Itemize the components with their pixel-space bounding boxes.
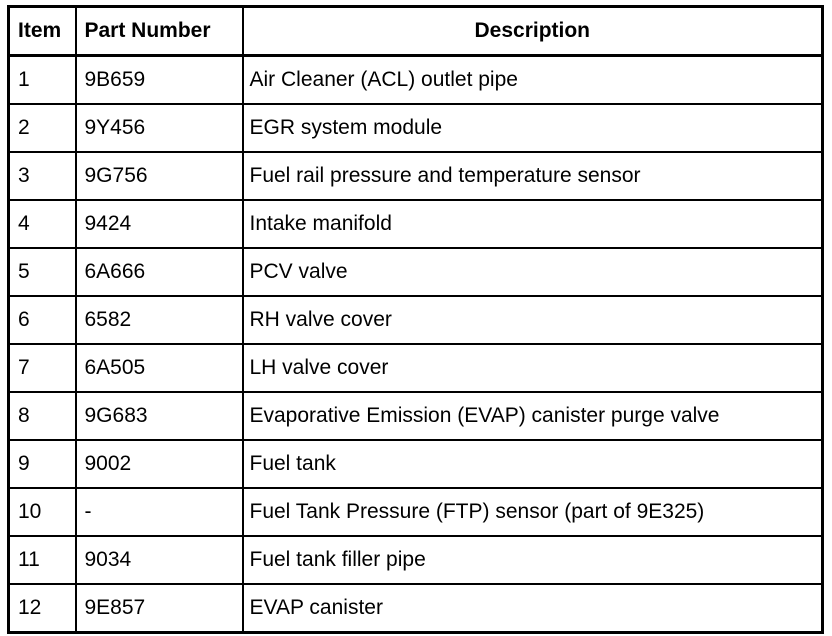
cell-description: Fuel Tank Pressure (FTP) sensor (part of… — [241, 487, 824, 537]
cell-part-number: 9424 — [74, 199, 244, 249]
table-row: 3 9G756 Fuel rail pressure and temperature… — [7, 151, 824, 201]
table-row: 12 9E857 EVAP canister — [7, 583, 824, 634]
cell-part-number: 6A505 — [74, 343, 244, 393]
cell-part-number: 9Y456 — [74, 103, 244, 153]
header-part-number: Part Number — [74, 5, 244, 57]
cell-item: 2 — [7, 103, 77, 153]
cell-description: LH valve cover — [241, 343, 824, 393]
table-row: 2 9Y456 EGR system module — [7, 103, 824, 153]
cell-item: 9 — [7, 439, 77, 489]
cell-description: Fuel tank filler pipe — [241, 535, 824, 585]
cell-part-number: - — [74, 487, 244, 537]
table-row: 9 9002 Fuel tank — [7, 439, 824, 489]
cell-item: 11 — [7, 535, 77, 585]
table-row: 6 6582 RH valve cover — [7, 295, 824, 345]
cell-item: 8 — [7, 391, 77, 441]
table-row: 11 9034 Fuel tank filler pipe — [7, 535, 824, 585]
cell-item: 4 — [7, 199, 77, 249]
header-row: Item Part Number Description — [7, 5, 824, 57]
cell-part-number: 9002 — [74, 439, 244, 489]
cell-description: Evaporative Emission (EVAP) canister pur… — [241, 391, 824, 441]
cell-description: EVAP canister — [241, 583, 824, 634]
table-row: 1 9B659 Air Cleaner (ACL) outlet pipe — [7, 54, 824, 105]
cell-item: 5 — [7, 247, 77, 297]
cell-part-number: 9G756 — [74, 151, 244, 201]
cell-part-number: 6582 — [74, 295, 244, 345]
table-row: 5 6A666 PCV valve — [7, 247, 824, 297]
cell-part-number: 9E857 — [74, 583, 244, 634]
cell-description: Fuel tank — [241, 439, 824, 489]
cell-item: 1 — [7, 54, 77, 105]
cell-part-number: 9034 — [74, 535, 244, 585]
cell-item: 3 — [7, 151, 77, 201]
cell-part-number: 9B659 — [74, 54, 244, 105]
cell-description: Intake manifold — [241, 199, 824, 249]
cell-description: PCV valve — [241, 247, 824, 297]
cell-item: 7 — [7, 343, 77, 393]
table-row: 7 6A505 LH valve cover — [7, 343, 824, 393]
cell-description: EGR system module — [241, 103, 824, 153]
header-description: Description — [241, 5, 824, 57]
cell-part-number: 6A666 — [74, 247, 244, 297]
cell-part-number: 9G683 — [74, 391, 244, 441]
cell-item: 6 — [7, 295, 77, 345]
parts-table: Item Part Number Description 1 9B659 Air C… — [7, 5, 824, 634]
cell-description: Air Cleaner (ACL) outlet pipe — [241, 54, 824, 105]
cell-description: RH valve cover — [241, 295, 824, 345]
table-row: 10- Fuel Tank Pressure (FTP) sensor (part… — [7, 487, 824, 537]
table-row: 8 9G683 Evaporative Emission (EVAP) canist… — [7, 391, 824, 441]
cell-item: 12 — [7, 583, 77, 634]
cell-description: Fuel rail pressure and temperature senso… — [241, 151, 824, 201]
table-row: 4 9424 Intake manifold — [7, 199, 824, 249]
cell-item: 10 — [7, 487, 77, 537]
header-item: Item — [7, 5, 77, 57]
